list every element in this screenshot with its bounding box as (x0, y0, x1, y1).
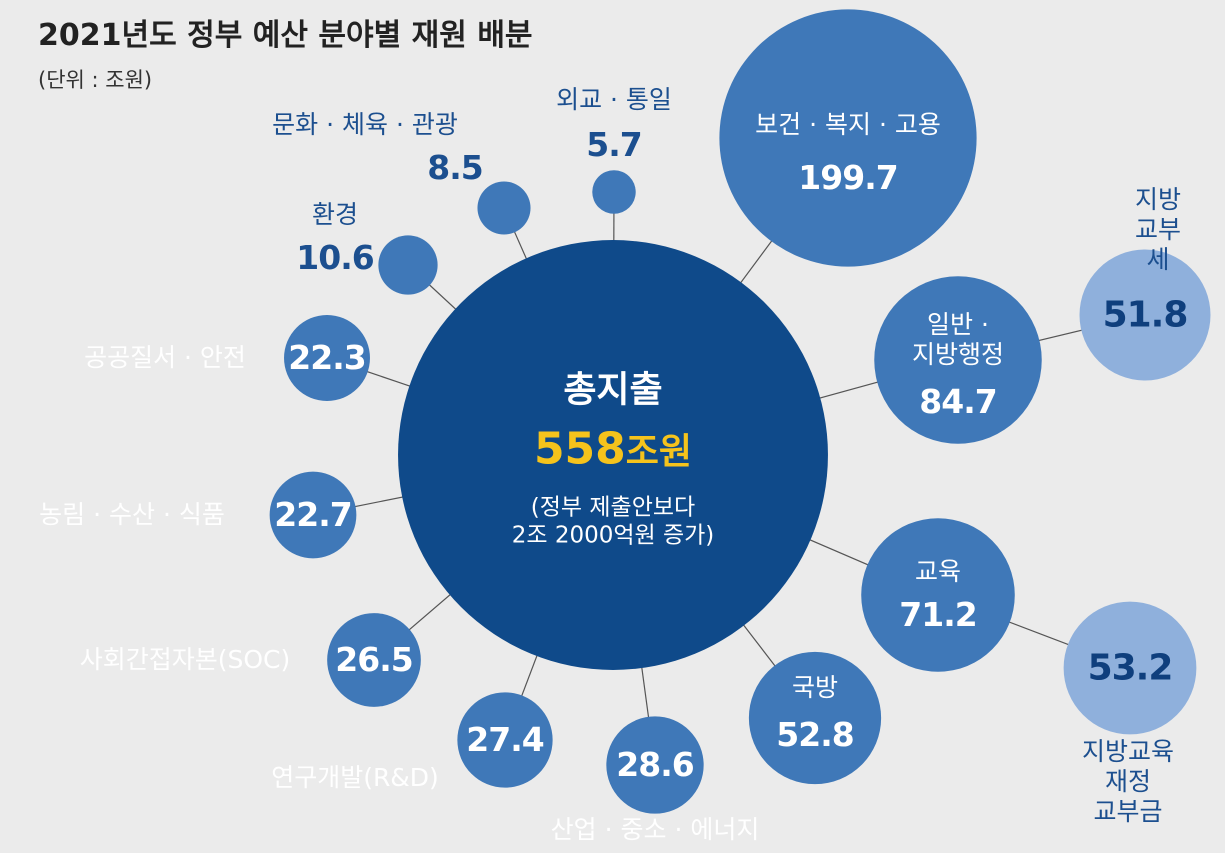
bubble (269, 471, 357, 559)
bubble (606, 716, 704, 814)
bubble-label: 연구개발(R&D) (271, 763, 439, 792)
bubble-value: 199.7 (798, 158, 898, 198)
bubble (284, 315, 370, 401)
bubble-value: 22.7 (274, 495, 352, 535)
bubble-label: 교육 (914, 557, 962, 586)
bubble (457, 692, 553, 788)
bubble-label: 문화 · 체육 · 관광 (272, 110, 458, 139)
bubble (874, 276, 1042, 444)
bubble-value: 22.3 (288, 338, 366, 378)
bubble-label: 국방 (791, 673, 839, 702)
bubble-value: 26.5 (335, 640, 413, 680)
bubble (327, 613, 421, 707)
bubble-value: 5.7 (586, 125, 642, 165)
bubble-value: 27.4 (466, 720, 544, 760)
bubble-label: 산업 · 중소 · 에너지 (550, 815, 760, 844)
bubble-label: 환경 (311, 200, 359, 229)
bubble-label: 공공질서 · 안전 (84, 343, 246, 372)
bubble-value: 8.5 (427, 148, 483, 188)
total-bubble (398, 240, 828, 670)
bubble-label: 지방교육재정 교부금 (1081, 737, 1174, 826)
bubble-label: 지방 교부세 (1134, 185, 1181, 274)
title: 2021년도 정부 예산 분야별 재원 배분 (38, 18, 533, 53)
bubble (477, 181, 531, 235)
bubble (748, 651, 882, 785)
bubble-label: 사회간접자본(SOC) (79, 645, 291, 674)
bubble-label: 일반 · 지방행정 (911, 310, 1005, 369)
bubble-label: 농림 · 수산 · 식품 (39, 500, 225, 529)
total-label: 총지출 (563, 369, 663, 411)
total-note: (정부 제출안보다 2조 2000억원 증가) (511, 494, 715, 548)
bubble-label: 외교 · 통일 (556, 85, 672, 114)
bubble-value: 51.8 (1102, 294, 1189, 336)
bubble-label: 보건 · 복지 · 고용 (755, 110, 941, 139)
subtitle: (단위 : 조원) (38, 68, 153, 92)
bubble-value: 52.8 (776, 715, 854, 755)
total-unit: 조원 (625, 431, 693, 473)
total-value: 558 (533, 423, 626, 475)
total-amount: 558조원 (534, 424, 692, 477)
bubble-value: 10.6 (296, 238, 374, 278)
bubble-value: 28.6 (616, 745, 694, 785)
bubble (1063, 601, 1197, 735)
bubble (719, 9, 977, 267)
bubble (861, 518, 1015, 672)
bubble-value: 53.2 (1087, 647, 1174, 689)
bubble-value: 71.2 (899, 595, 977, 635)
bubble (592, 170, 636, 214)
bubble (378, 235, 438, 295)
bubble (1079, 249, 1211, 381)
bubble-value: 84.7 (919, 382, 997, 422)
